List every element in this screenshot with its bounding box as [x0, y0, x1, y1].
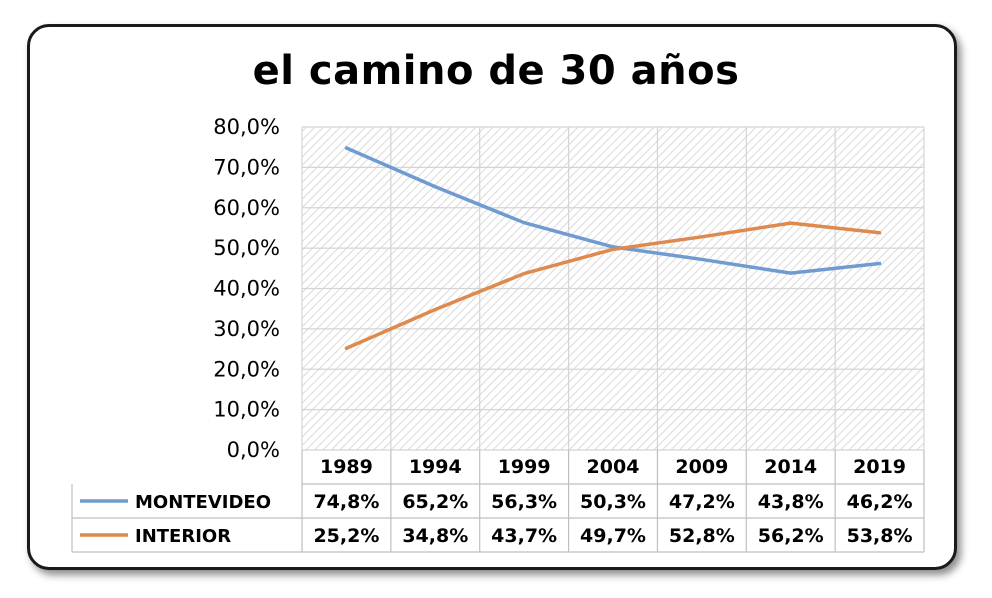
series-line-montevideo	[344, 146, 882, 275]
data-table-cell: 47,2%	[669, 491, 735, 513]
data-table-cell: 56,3%	[491, 491, 557, 513]
data-table-cell: 53,8%	[847, 525, 913, 547]
y-tick-label: 0,0%	[227, 438, 280, 462]
data-table-cell: 43,8%	[758, 491, 824, 513]
data-table-cell: 50,3%	[580, 491, 646, 513]
x-category-label: 2014	[764, 456, 817, 478]
data-table-cell: 43,7%	[491, 525, 557, 547]
y-tick-label: 20,0%	[213, 357, 280, 381]
x-category-label: 2004	[587, 456, 640, 478]
y-tick-label: 70,0%	[213, 155, 280, 179]
y-tick-label: 30,0%	[213, 317, 280, 341]
data-table-cell: 34,8%	[402, 525, 468, 547]
y-tick-label: 60,0%	[213, 196, 280, 220]
chart-title: el camino de 30 años	[252, 48, 740, 94]
y-tick-label: 50,0%	[213, 236, 280, 260]
data-table-cell: 74,8%	[313, 491, 379, 513]
x-category-label: 1999	[498, 456, 551, 478]
y-tick-label: 80,0%	[213, 115, 280, 139]
data-table-cell: 52,8%	[669, 525, 735, 547]
data-table-cell: 46,2%	[847, 491, 913, 513]
legend-label: INTERIOR	[135, 526, 231, 547]
data-table-cell: 49,7%	[580, 525, 646, 547]
data-table-cell: 56,2%	[758, 525, 824, 547]
y-tick-label: 40,0%	[213, 277, 280, 301]
series-line-interior	[344, 221, 882, 351]
legend-label: MONTEVIDEO	[135, 492, 271, 513]
data-table-cell: 25,2%	[313, 525, 379, 547]
x-category-label: 1989	[320, 456, 373, 478]
data-table-cell: 65,2%	[402, 491, 468, 513]
y-tick-label: 10,0%	[213, 398, 280, 422]
x-category-label: 2019	[853, 456, 906, 478]
x-category-label: 1994	[409, 456, 462, 478]
x-category-label: 2009	[675, 456, 728, 478]
